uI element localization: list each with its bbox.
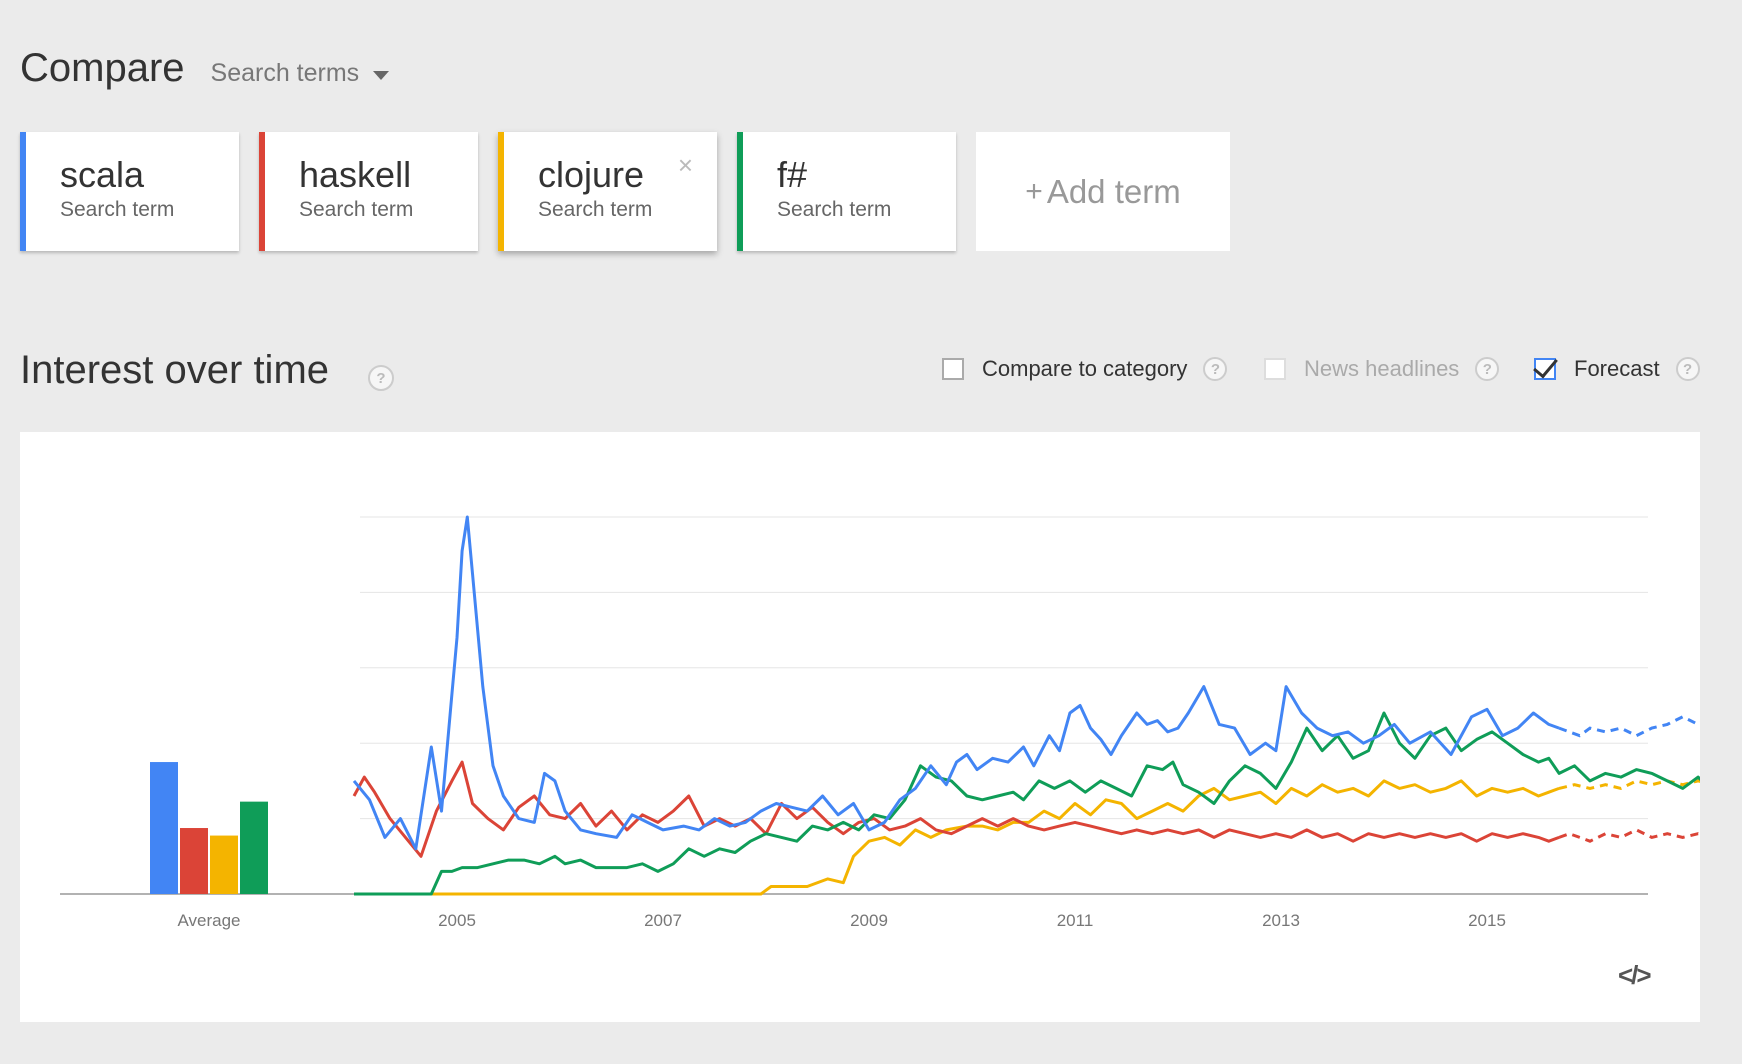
series-line-clojure [354,779,1560,896]
news-headlines-option[interactable]: News headlines ? [1264,356,1500,382]
embed-code-icon[interactable]: </> [1618,960,1652,990]
add-term-button[interactable]: + Add term [976,132,1230,251]
series-line-scala [352,515,1560,851]
x-tick-label: 2011 [1057,911,1094,930]
x-tick-label: 2013 [1262,911,1300,930]
help-icon[interactable]: ? [1203,357,1228,381]
term-name[interactable]: clojure [538,154,645,195]
interest-over-time-chart: Average 2005 2007 2009 2011 2013 2015 [60,515,1742,930]
add-term-label: Add term [1046,172,1181,210]
average-bar-haskell [180,828,208,894]
caret-down-icon [373,71,390,80]
search-terms-dropdown-label: Search terms [210,59,360,87]
close-icon[interactable]: × [677,150,693,180]
term-color-bar [737,132,743,251]
checkmark-icon [1533,352,1558,379]
term-color-bar [259,132,265,251]
forecast-line-scala [1558,715,1742,738]
term-card-scala[interactable]: scala Search term [20,132,239,251]
term-color-bar [498,132,504,251]
search-terms-dropdown[interactable]: Search terms [211,59,390,88]
interest-chart-card: Average 2005 2007 2009 2011 2013 2015 </> [20,432,1742,1022]
term-type-label: Search term [777,198,892,221]
term-name[interactable]: f# [777,154,808,195]
compare-to-category-option[interactable]: Compare to category ? [942,356,1228,382]
compare-title: Compare [20,46,185,90]
average-label: Average [177,911,240,930]
forecast-line-haskell [1558,828,1742,843]
x-tick-label: 2009 [850,911,888,930]
x-tick-label: 2015 [1468,911,1506,930]
help-icon[interactable]: ? [1475,357,1500,381]
term-card-clojure[interactable]: clojure Search term × [498,132,717,251]
compare-header: Compare Search terms [20,46,390,91]
forecast-option[interactable]: Forecast ? [1533,352,1700,382]
search-terms-row: scala Search term haskell Search term cl… [20,132,1230,251]
term-color-bar [20,132,26,251]
news-headlines-checkbox[interactable] [1264,358,1286,380]
term-type-label: Search term [60,198,175,221]
x-tick-label: 2005 [438,911,476,930]
help-icon[interactable]: ? [368,365,394,391]
help-icon[interactable]: ? [1675,357,1700,381]
plus-icon: + [1025,174,1043,208]
forecast-checkbox[interactable] [1533,352,1558,380]
term-card-fsharp[interactable]: f# Search term [737,132,956,251]
interest-over-time-title: Interest over time [20,348,330,392]
forecast-label[interactable]: Forecast [1574,356,1660,381]
series-line-haskell [352,760,1560,858]
average-bar-clojure [210,835,238,894]
term-type-label: Search term [538,198,653,221]
compare-to-category-label[interactable]: Compare to category [982,356,1188,381]
term-type-label: Search term [299,198,414,221]
term-card-haskell[interactable]: haskell Search term [259,132,478,251]
series-line-fsharp [354,711,1742,896]
term-name[interactable]: haskell [299,154,412,195]
news-headlines-label[interactable]: News headlines [1304,356,1460,381]
x-tick-label: 2007 [644,911,682,930]
compare-to-category-checkbox[interactable] [942,358,964,380]
average-bar-fsharp [240,801,268,894]
average-bar-scala [150,762,178,894]
term-name[interactable]: scala [60,154,145,195]
